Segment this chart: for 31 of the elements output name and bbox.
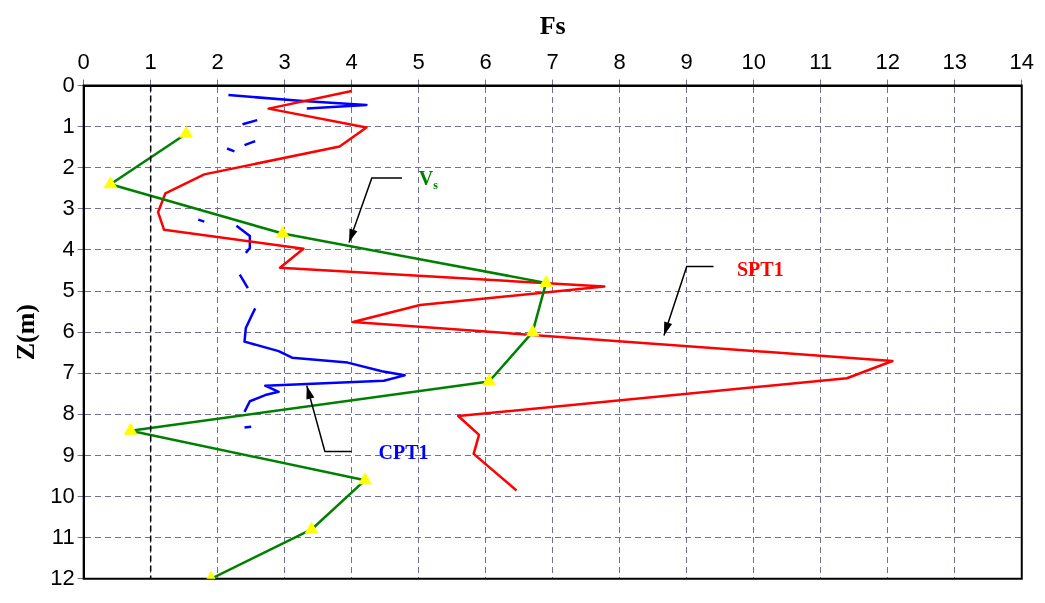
text: SPT1 [736, 257, 784, 280]
y-axis-title: Z(m) [11, 304, 41, 361]
x-tick-label: 10 [741, 49, 766, 75]
x-tick-label: 3 [278, 49, 291, 75]
y-tick-label: 10 [50, 482, 75, 508]
x-tick-label: 13 [942, 49, 967, 75]
x-tick-label: 6 [479, 49, 492, 75]
x-tick-label: 4 [345, 49, 358, 75]
x-tick-label: 7 [546, 49, 559, 75]
y-tick-label: 3 [62, 194, 75, 220]
y-tick-label: 2 [62, 153, 75, 179]
x-tick-label: 8 [613, 49, 626, 75]
x-tick-label: 1 [144, 49, 157, 75]
y-tick-label: 9 [62, 441, 75, 467]
y-tick-label: 7 [62, 359, 75, 385]
x-axis-title: Fs [539, 11, 566, 41]
text: CPT1 [378, 440, 429, 463]
y-tick-label: 4 [62, 236, 75, 262]
y-tick-label: 1 [62, 112, 75, 138]
x-tick-label: 14 [1009, 49, 1035, 75]
x-tick-label: 2 [211, 49, 224, 75]
x-tick-label: 9 [680, 49, 693, 75]
y-tick-label: 8 [62, 400, 75, 426]
x-tick-label: 12 [875, 49, 900, 75]
y-tick-label: 6 [62, 318, 75, 344]
x-tick-label: 11 [809, 49, 833, 75]
y-tick-label: 12 [50, 564, 75, 590]
y-tick-label: 11 [51, 523, 75, 549]
x-tick-label: 5 [412, 49, 425, 75]
y-tick-label: 0 [62, 71, 75, 97]
y-tick-label: 5 [62, 277, 75, 303]
